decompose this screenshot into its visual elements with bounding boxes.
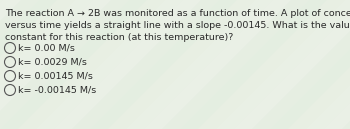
- Text: versus time yields a straight line with a slope -0.00145. What is the value of t: versus time yields a straight line with …: [5, 21, 350, 30]
- Polygon shape: [0, 0, 39, 129]
- Polygon shape: [108, 0, 255, 129]
- Polygon shape: [54, 0, 201, 129]
- Polygon shape: [0, 0, 129, 129]
- Polygon shape: [90, 0, 237, 129]
- Text: The reaction A → 2B was monitored as a function of time. A plot of concentration: The reaction A → 2B was monitored as a f…: [5, 9, 350, 18]
- Polygon shape: [0, 0, 93, 129]
- Polygon shape: [162, 0, 309, 129]
- Polygon shape: [324, 0, 350, 129]
- Polygon shape: [234, 0, 350, 129]
- Polygon shape: [0, 0, 75, 129]
- Polygon shape: [216, 0, 350, 129]
- Text: k= -0.00145 M/s: k= -0.00145 M/s: [18, 86, 96, 95]
- Polygon shape: [0, 0, 111, 129]
- Polygon shape: [36, 0, 183, 129]
- Polygon shape: [288, 0, 350, 129]
- Polygon shape: [342, 0, 350, 129]
- Polygon shape: [252, 0, 350, 129]
- Polygon shape: [180, 0, 327, 129]
- Polygon shape: [72, 0, 219, 129]
- Text: k= 0.00 M/s: k= 0.00 M/s: [18, 43, 75, 53]
- Polygon shape: [198, 0, 345, 129]
- Polygon shape: [18, 0, 165, 129]
- Polygon shape: [144, 0, 291, 129]
- Polygon shape: [0, 0, 3, 129]
- Text: k= 0.00145 M/s: k= 0.00145 M/s: [18, 71, 93, 80]
- Text: k= 0.0029 M/s: k= 0.0029 M/s: [18, 58, 87, 67]
- Polygon shape: [0, 0, 57, 129]
- Polygon shape: [0, 0, 21, 129]
- Polygon shape: [270, 0, 350, 129]
- Polygon shape: [126, 0, 273, 129]
- Polygon shape: [306, 0, 350, 129]
- Polygon shape: [0, 0, 147, 129]
- Text: constant for this reaction (at this temperature)?: constant for this reaction (at this temp…: [5, 33, 233, 42]
